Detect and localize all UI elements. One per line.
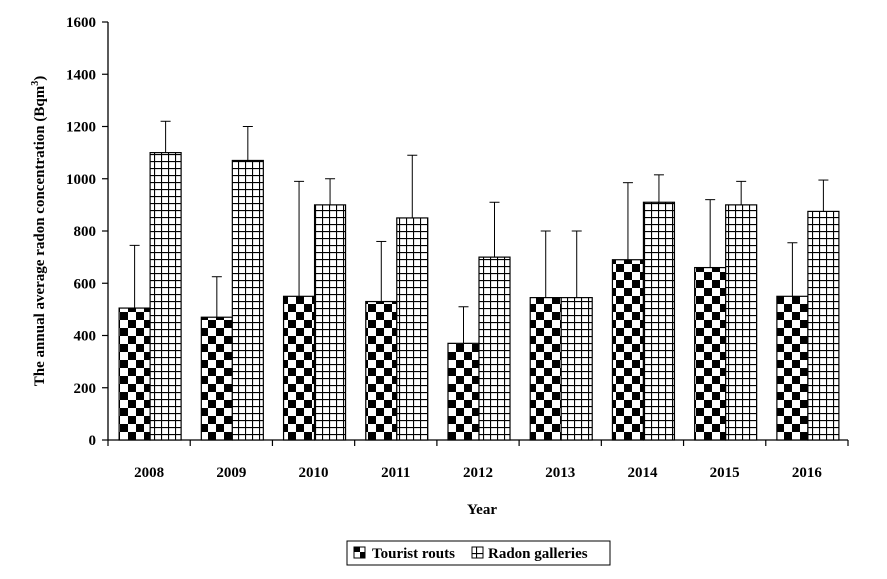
legend-swatch-radon-galleries: [471, 546, 484, 559]
x-tick-label: 2008: [134, 465, 164, 481]
x-tick-label: 2011: [381, 465, 410, 481]
y-tick-label: 200: [74, 381, 97, 397]
bar-tourist-routs-2009: [200, 316, 233, 441]
bar-tourist-routs-2011: [365, 300, 398, 441]
bar-radon-galleries-2012: [478, 256, 511, 441]
bar-radon-galleries-2011: [396, 217, 429, 441]
y-axis-title-superscript: 3: [30, 81, 41, 86]
bar-radon-galleries-2013: [560, 297, 593, 441]
bar-radon-galleries-2014: [642, 201, 676, 441]
legend: Tourist routs Radon galleries: [346, 540, 611, 566]
y-tick-label: 600: [74, 276, 97, 292]
y-axis-title-main: The annual average radon concentration (…: [32, 85, 48, 386]
x-tick-label: 2016: [792, 465, 823, 481]
bars: [118, 152, 840, 441]
bar-tourist-routs-2016: [776, 295, 809, 441]
x-tick-label: 2015: [710, 465, 740, 481]
legend-label-radon-galleries: Radon galleries: [488, 546, 588, 562]
y-tick-label: 1400: [66, 67, 96, 83]
x-tick-label: 2013: [545, 465, 575, 481]
y-tick-label: 0: [89, 433, 97, 449]
legend-label-tourist-routs: Tourist routs: [372, 546, 455, 562]
bar-radon-galleries-2016: [807, 210, 840, 441]
y-axis-title-close: ): [32, 76, 48, 81]
bar-tourist-routs-2010: [282, 295, 316, 441]
y-ticks: 0 200 400 600 800 1000 1200 1400 1600: [66, 15, 108, 449]
y-tick-label: 1600: [66, 15, 96, 31]
bar-tourist-routs-2015: [694, 266, 727, 441]
bar-radon-galleries-2015: [725, 204, 758, 441]
bar-tourist-routs-2012: [447, 342, 480, 441]
bar-tourist-routs-2014: [611, 259, 645, 441]
y-tick-label: 400: [74, 329, 97, 345]
bar-radon-galleries-2010: [313, 204, 347, 441]
bar-tourist-routs-2013: [529, 297, 562, 441]
x-tick-label: 2012: [463, 465, 493, 481]
x-tick-label: 2009: [216, 465, 246, 481]
error-bars: [129, 120, 829, 344]
x-tick-label: 2010: [299, 465, 329, 481]
legend-swatch-tourist-routs: [353, 546, 366, 559]
y-tick-label: 1200: [66, 120, 96, 136]
x-ticks: 2008 2009 2010 2011 2012 2013 2014 2015 2016: [107, 440, 849, 481]
y-tick-label: 800: [74, 224, 97, 240]
x-axis-title: Year: [467, 502, 497, 518]
bar-radon-galleries-2009: [231, 159, 264, 441]
bar-tourist-routs-2008: [118, 307, 151, 441]
y-tick-label: 1000: [66, 172, 96, 188]
y-axis-title: The annual average radon concentration (…: [30, 76, 48, 386]
x-tick-label: 2014: [627, 465, 658, 481]
bar-radon-galleries-2008: [149, 152, 182, 441]
